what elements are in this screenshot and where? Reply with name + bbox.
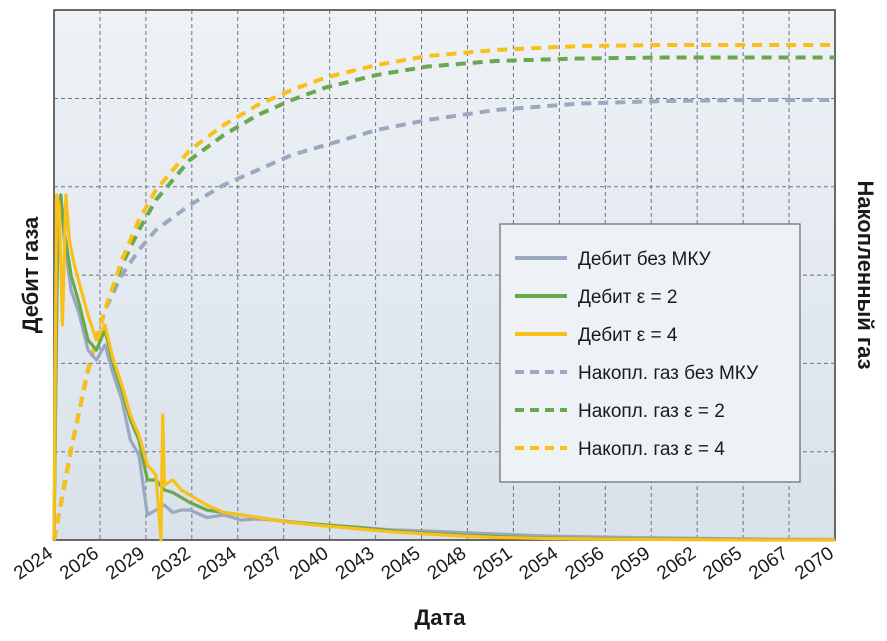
legend-box [499,223,801,483]
x-tick-label: 2051 [470,543,517,584]
x-tick-label: 2024 [10,543,57,585]
x-tick-label: 2045 [378,543,425,584]
series-line-0 [52,193,836,542]
legend-label-2: Дебит ε = 4 [578,325,678,346]
x-tick-label: 2054 [516,543,563,585]
x-axis-title: Дата [415,605,467,630]
x-tick-label: 2034 [194,543,241,585]
x-tick-label: 2037 [240,543,287,584]
legend-label-4: Накопл. газ ε = 2 [578,401,725,422]
legend: Дебит без МКУ Дебит ε = 2 Дебит ε = 4 Накоп… [499,223,801,483]
x-tick-label: 2040 [286,543,333,584]
y-axis-right-title: Накопленный газ [853,180,878,369]
x-tick-label: 2043 [332,543,379,584]
x-tick-label: 2032 [148,543,195,584]
x-tick-label: 2070 [791,543,838,584]
legend-label-5: Накопл. газ ε = 4 [578,439,725,460]
series-line-2 [52,193,835,542]
x-tick-label: 2059 [607,543,654,584]
series-line-4 [52,55,835,541]
x-tick-label: 2048 [424,543,471,584]
y-axis-left-title: Дебит газа [18,216,43,333]
legend-label-3: Накопл. газ без МКУ [578,363,759,384]
x-tick-label: 2067 [745,543,792,584]
x-tick-label: 2056 [561,543,608,584]
x-tick-label: 2026 [56,543,103,584]
series-layer [52,43,836,542]
series-line-5 [52,43,835,541]
x-tick-label: 2065 [699,543,746,584]
series-line-3 [52,98,835,541]
x-tick-label: 2029 [102,543,149,584]
legend-label-1: Дебит ε = 2 [578,287,677,308]
x-tick-label: 2062 [653,543,700,584]
x-axis-ticks: 2024 2026 2029 2032 2034 2037 2040 2043 2045 2048… [10,543,838,585]
legend-label-0: Дебит без МКУ [578,249,712,270]
